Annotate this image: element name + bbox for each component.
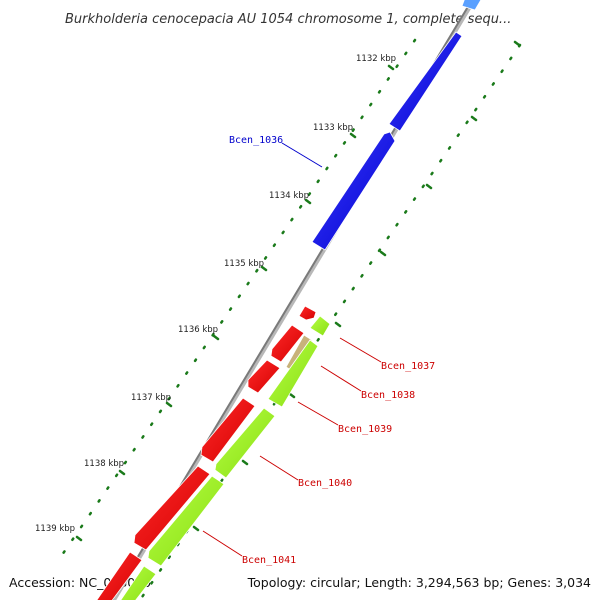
gene-label-bcen-1037[interactable]: Bcen_1037 xyxy=(381,361,435,372)
outer-tick-marks xyxy=(192,40,521,532)
tick-label: 1137 kbp xyxy=(131,393,171,403)
reverse-strand-red-features xyxy=(90,305,317,600)
gene-feature-bcen-1036[interactable] xyxy=(311,131,396,251)
tick-label: 1133 kbp xyxy=(313,123,353,133)
gene-feature-bcen-1038-red[interactable] xyxy=(270,324,305,363)
gene-feature-bcen-1039-green[interactable] xyxy=(267,339,319,408)
gene-feature-bcen-1041-green[interactable] xyxy=(147,475,225,567)
gene-feature-bcen-1040-green[interactable] xyxy=(214,407,276,479)
reverse-strand-green-features xyxy=(114,315,331,600)
inner-tick-marks xyxy=(75,64,395,542)
gene-label-bcen-1040[interactable]: Bcen_1040 xyxy=(298,478,352,489)
tick-label: 1135 kbp xyxy=(224,259,264,269)
scale-labels: 1132 kbp 1133 kbp 1134 kbp 1135 kbp 1136… xyxy=(35,54,396,534)
gene-label-bcen-1039[interactable]: Bcen_1039 xyxy=(338,424,392,435)
gene-feature-bcen-1035-top[interactable] xyxy=(461,0,482,11)
gene-feature-bcen-1042-green[interactable] xyxy=(114,565,157,600)
tick-label: 1132 kbp xyxy=(356,54,396,64)
gene-label-bcen-1036[interactable]: Bcen_1036 xyxy=(229,135,283,146)
genome-summary-text: Topology: circular; Length: 3,294,563 bp… xyxy=(247,575,591,590)
tick-label: 1136 kbp xyxy=(178,325,218,335)
gene-feature-bcen-1040-red[interactable] xyxy=(200,397,256,463)
gene-feature-bcen-1039-red[interactable] xyxy=(247,359,281,394)
tick-label: 1138 kbp xyxy=(84,459,124,469)
forward-strand-features xyxy=(311,0,482,251)
map-title: Burkholderia cenocepacia AU 1054 chromos… xyxy=(65,12,511,27)
gene-feature-bcen-1037-green[interactable] xyxy=(309,315,331,337)
gene-feature-bcen-1042-red[interactable] xyxy=(90,551,143,600)
gene-feature-bcen-1035[interactable] xyxy=(388,31,463,132)
gene-label-bcen-1041[interactable]: Bcen_1041 xyxy=(242,555,296,566)
gene-feature-bcen-1041-red[interactable] xyxy=(133,465,211,551)
inner-scale-track xyxy=(60,38,417,557)
gene-label-bcen-1038[interactable]: Bcen_1038 xyxy=(361,390,415,401)
tick-label: 1134 kbp xyxy=(269,191,309,201)
label-leader-lines xyxy=(202,142,382,557)
tick-label: 1139 kbp xyxy=(35,524,75,534)
gene-feature-bcen-1037-red[interactable] xyxy=(298,305,317,321)
gene-labels: Bcen_1036 Bcen_1037 Bcen_1038 Bcen_1039 … xyxy=(229,135,435,566)
